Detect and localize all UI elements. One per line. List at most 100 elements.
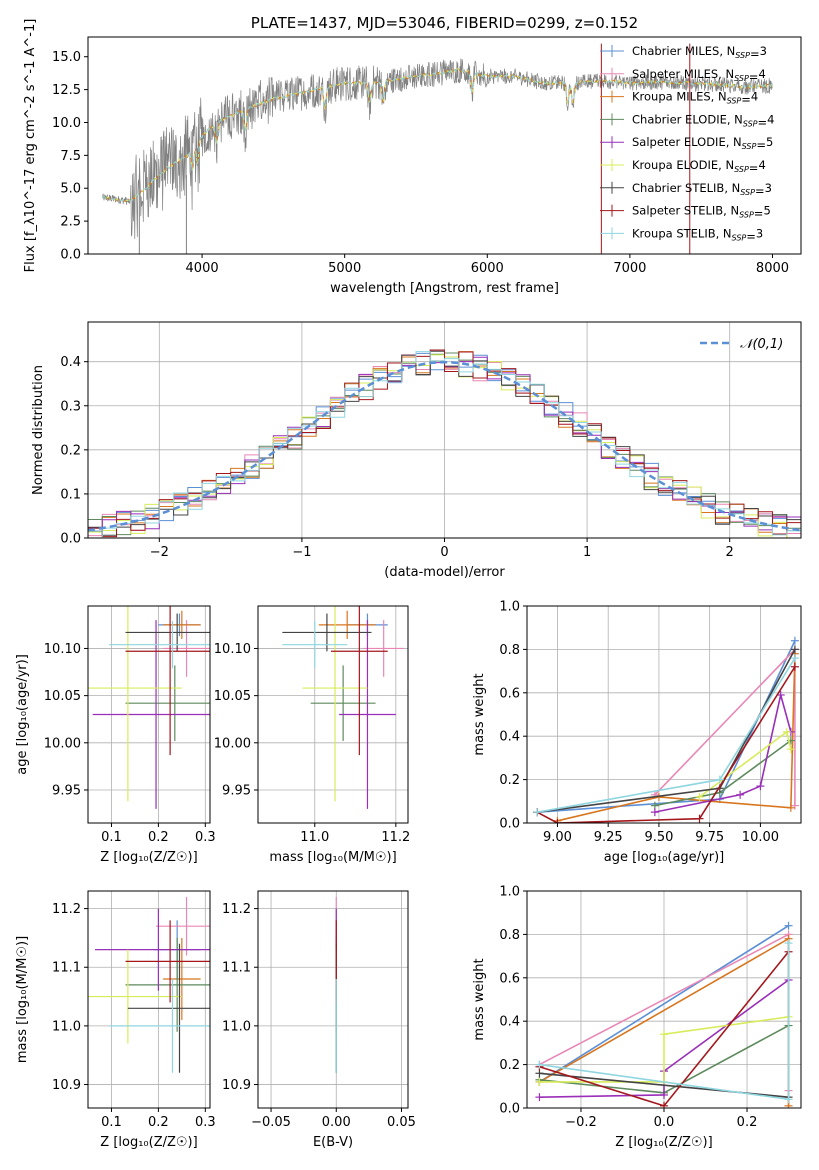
y-tick-label: 10.05	[214, 689, 251, 704]
y-axis-label: age [log₁₀(age/yr)]	[15, 654, 30, 775]
legend-entry-nssp-sub: SSP	[742, 142, 757, 151]
x-tick-label: −1	[292, 545, 311, 560]
x-tick-label: 5000	[328, 261, 361, 276]
legend-entry-nssp: 5	[766, 135, 773, 149]
x-tick-label: 9.00	[543, 830, 572, 845]
x-axis-label: age [log₁₀(age/yr)]	[604, 850, 725, 865]
legend-entry: Chabrier MILES, NSSP=3	[632, 44, 767, 61]
x-tick-label: 4000	[186, 261, 219, 276]
axes-frame	[87, 890, 211, 1109]
legend-entry-name: Kroupa MILES	[632, 90, 711, 104]
x-tick-label: 11.0	[300, 830, 329, 845]
legend-entry-nssp-label: , N	[718, 67, 734, 81]
y-tick-label: 11.0	[222, 1019, 251, 1034]
axes-frame	[526, 605, 802, 824]
axes-mass-weight-vs-Z: −0.2 0.0 0.2 0.0 0.2 0.4 0.6 0.8 1.0 Z [log₁₀(Z/Z…	[472, 885, 802, 1150]
x-tick-label: 1	[583, 545, 591, 560]
point-kroupa-elodie	[88, 949, 182, 1044]
point-chabrier-elodie	[310, 665, 376, 741]
plot-area-mass-vs-Z	[88, 896, 210, 1073]
legend-entry-nssp: 4	[758, 67, 765, 81]
y-tick-label: 12.5	[52, 83, 81, 98]
legend-entry-nssp-sub: SSP	[739, 211, 754, 220]
legend-entry-nssp-sub: SSP	[734, 165, 749, 174]
legend-entry-name: Kroupa ELODIE	[632, 158, 718, 172]
y-tick-label: 0.8	[499, 643, 520, 658]
point-kroupa-stelib	[109, 621, 210, 669]
y-tick-label: 10.0	[52, 116, 81, 131]
y-tick-label: 10.05	[44, 689, 81, 704]
axes-age-vs-Z: 0.1 0.2 0.3 9.95 10.00 10.05 10.10 Z [log₁₀(Z/Z…	[15, 605, 216, 865]
series-salpeter-miles	[650, 645, 799, 810]
legend-entry-name: Salpeter STELIB	[632, 204, 723, 218]
point-salpeter-miles	[163, 620, 210, 677]
x-axis-label: mass [log₁₀(M/M☉)]	[269, 850, 396, 865]
series-kroupa-stelib	[535, 939, 793, 1104]
y-tick-label: 0.6	[499, 971, 520, 986]
x-tick-label: −0.2	[565, 1115, 597, 1130]
axes-frame	[87, 605, 211, 824]
x-tick-label: 0.2	[148, 830, 169, 845]
legend-entry-nssp-label: , N	[724, 181, 740, 195]
point-salpeter-stelib	[330, 606, 388, 756]
axes-frame	[526, 890, 802, 1109]
y-tick-label: 0.3	[60, 399, 81, 414]
point-salpeter-miles	[363, 620, 404, 677]
legend-entry: Salpeter MILES, NSSP=4	[632, 67, 766, 84]
legend-entry: Salpeter STELIB, NSSP=5	[632, 204, 771, 221]
chart-title: PLATE=1437, MJD=53046, FIBERID=0299, z=0…	[251, 14, 638, 32]
y-tick-label: 10.10	[214, 642, 251, 657]
axes-spectrum: 4000 5000 6000 7000 8000 0.0 2.5 5.0 7.5 10.0 12.5…	[23, 14, 802, 296]
model-line-kroupa-stelib	[101, 68, 773, 203]
legend-entry: Salpeter ELODIE, NSSP=5	[632, 135, 773, 152]
x-tick-label: 9.25	[594, 830, 623, 845]
legend-entry-equals: =	[758, 115, 768, 129]
x-tick-label: 0.1	[101, 830, 122, 845]
legend-entry-nssp-label: , N	[711, 90, 727, 104]
point-salpeter-stelib	[125, 920, 210, 1003]
plot-area-age-vs-Z	[88, 606, 210, 809]
legend-entry-equals: =	[741, 93, 751, 107]
y-tick-label: 11.2	[52, 902, 81, 917]
legend-entry-nssp: 4	[767, 112, 774, 126]
y-tick-label: 0.4	[499, 730, 520, 745]
legend-entry-equals: =	[749, 70, 759, 84]
x-tick-label: 9.75	[695, 830, 724, 845]
x-tick-label: 0.3	[195, 1115, 216, 1130]
legend-entry: Kroupa ELODIE, NSSP=4	[632, 158, 766, 175]
series-kroupa-miles	[553, 649, 799, 823]
axes-frame	[257, 890, 409, 1109]
x-tick-label: 0.0	[654, 1115, 675, 1130]
legend-entry-name: Chabrier STELIB	[632, 181, 724, 195]
y-tick-label: 10.10	[44, 642, 81, 657]
legend-entry-equals: =	[746, 229, 756, 243]
x-tick-label: 0.2	[148, 1115, 169, 1130]
legend-entry-nssp: 3	[760, 44, 767, 58]
legend-entry-nssp-sub: SSP	[734, 74, 749, 83]
legend-entry-nssp-label: , N	[726, 135, 742, 149]
y-tick-label: 11.2	[222, 902, 251, 917]
y-axis-label: mass [log₁₀(M/M☉)]	[15, 936, 30, 1063]
plot-area-age-vs-mass	[282, 606, 404, 809]
x-tick-label: 0.2	[737, 1115, 758, 1130]
histogram-kroupa-stelib	[88, 351, 801, 538]
axes-frame	[87, 321, 802, 539]
x-axis-label: (data-model)/error	[384, 565, 505, 580]
gaussian-reference-line	[88, 360, 801, 532]
axes-age-vs-mass: 11.0 11.2 9.95 10.00 10.05 10.10 mass [log₁₀(M…	[214, 605, 410, 865]
y-tick-label: 0.2	[499, 773, 520, 788]
x-tick-label: 0.3	[195, 830, 216, 845]
x-tick-label: 9.50	[644, 830, 673, 845]
legend-entry: Kroupa MILES, NSSP=4	[632, 90, 758, 107]
y-tick-label: 0.0	[499, 817, 520, 832]
point-chabrier-stelib	[127, 943, 210, 1073]
legend-entry-nssp-sub: SSP	[743, 119, 758, 128]
axes-mass-vs-EBV: −0.05 0.00 0.05 10.9 11.0 11.1 11.2 E(B-V)	[222, 890, 416, 1150]
y-axis-label: Normed distribution	[31, 365, 46, 495]
y-tick-label: 5.0	[60, 182, 81, 197]
y-tick-label: 0.4	[60, 355, 81, 370]
axes-frame	[257, 605, 409, 824]
series-line	[537, 640, 796, 813]
legend-entry-equals: =	[756, 138, 766, 152]
legend-entry-nssp-sub: SSP	[735, 51, 750, 60]
